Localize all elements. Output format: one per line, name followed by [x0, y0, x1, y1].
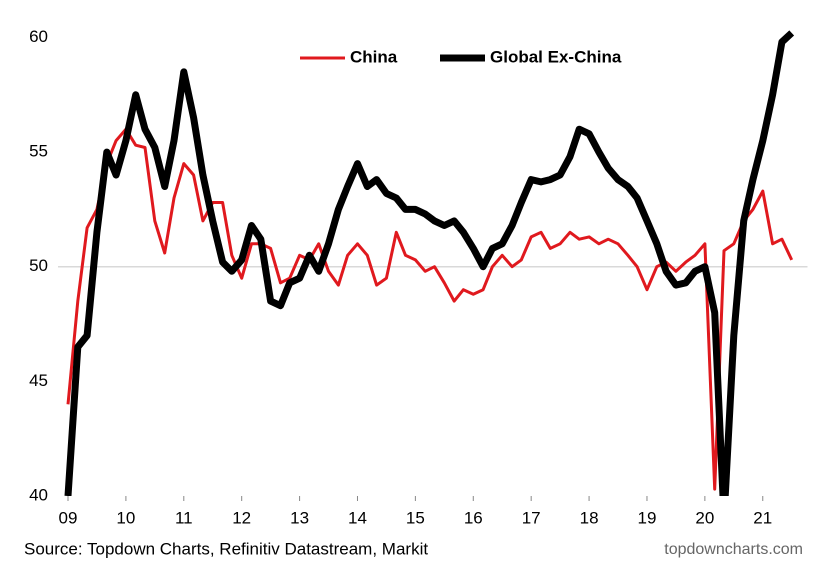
y-tick-label: 40 [29, 485, 48, 504]
x-tick-label: 10 [116, 508, 135, 527]
y-tick-label: 50 [29, 256, 48, 275]
source: Source: Topdown Charts, Refinitiv Datast… [24, 539, 428, 558]
x-tick-label: 15 [406, 508, 425, 527]
plot-area [64, 30, 795, 496]
series-line [64, 30, 795, 496]
x-tick-label: 14 [348, 508, 367, 527]
x-tick-label: 19 [638, 508, 657, 527]
legend-label: China [350, 47, 398, 66]
x-tick-label: 16 [464, 508, 483, 527]
legend-label: Global Ex-China [490, 47, 622, 66]
credit: topdowncharts.com [664, 541, 803, 558]
y-tick-label: 45 [29, 371, 48, 390]
y-tick-label: 60 [29, 27, 48, 46]
x-tick-label: 20 [695, 508, 714, 527]
x-tick-label: 21 [753, 508, 772, 527]
y-tick-label: 55 [29, 142, 48, 161]
x-tick-label: 11 [175, 508, 193, 527]
x-tick-label: 18 [580, 508, 599, 527]
series-line [66, 127, 794, 491]
x-tick-label: 13 [290, 508, 309, 527]
x-tick-label: 17 [522, 508, 541, 527]
x-tick-label: 09 [59, 508, 78, 527]
x-tick-label: 12 [232, 508, 251, 527]
